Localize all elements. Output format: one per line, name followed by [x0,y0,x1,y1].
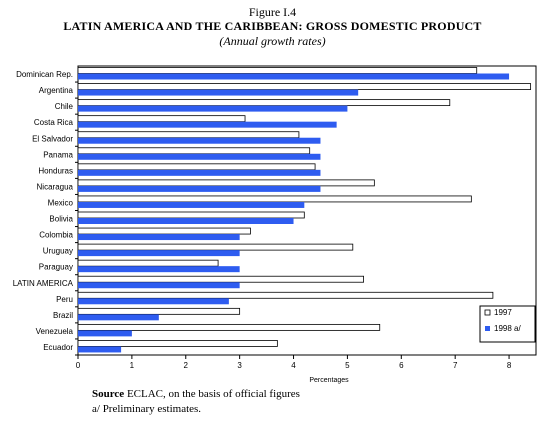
category-label-mexico: Mexico [48,198,74,207]
x-tick-label-2: 2 [184,361,189,370]
category-label-brazil: Brazil [53,311,73,320]
bar-1998-venezuela [78,330,132,337]
x-tick-label-4: 4 [291,361,296,370]
category-label-colombia: Colombia [39,231,73,240]
x-tick-label-1: 1 [130,361,135,370]
bar-1998-nicaragua [78,185,321,192]
bar-1997-chile [77,99,451,107]
bar-1997-brazil [77,307,241,315]
bar-1997-panama [77,147,311,155]
source-note: Source ECLAC, on the basis of official f… [92,388,300,400]
x-axis-label: Percentages [309,377,349,384]
bar-1997-ecuador [77,340,278,347]
bar-1998-dominican-rep [78,73,510,80]
bar-1997-paraguay [77,259,219,267]
category-label-argentina: Argentina [39,86,74,95]
bar-1998-argentina [78,89,359,96]
source-text: ECLAC, on the basis of official figures [124,388,300,400]
bar-1998-uruguay [78,250,240,257]
bar-1998-bolivia [78,218,294,224]
bar-1998-costa-rica [78,121,337,128]
x-tick-label-0: 0 [76,361,81,370]
category-label-venezuela: Venezuela [36,327,74,336]
source-label: Source [92,388,125,400]
bar-1997-honduras [77,163,316,171]
legend-swatch-1998-a [485,326,490,331]
bar-1997-nicaragua [77,179,375,187]
category-label-paraguay: Paraguay [39,263,73,272]
bar-1998-mexico [78,201,305,208]
bar-1997-uruguay [77,243,354,251]
category-label-costa-rica: Costa Rica [34,118,74,127]
category-label-bolivia: Bolivia [49,215,73,224]
bar-1998-paraguay [78,266,240,273]
figure-label: Figure I.4 [248,5,297,19]
category-label-nicaragua: Nicaragua [37,182,74,191]
bar-1998-peru [78,298,229,305]
bar-1997-colombia [77,227,251,235]
legend-swatch-1997 [484,309,491,316]
category-label-honduras: Honduras [38,166,73,175]
category-label-ecuador: Ecuador [43,343,73,352]
bar-1997-costa-rica [77,115,246,123]
bar-1997-venezuela [77,323,381,331]
bar-1997-argentina [77,83,532,90]
bar-1998-el-salvador [78,137,321,144]
category-label-chile: Chile [55,102,74,111]
category-label-uruguay: Uruguay [43,247,73,256]
bar-1997-el-salvador [77,131,300,139]
chart-title: LATIN AMERICA AND THE CARIBBEAN: GROSS D… [63,19,482,33]
preliminary-note: a/ Preliminary estimates. [92,403,202,415]
bar-1997-latin-america [77,275,364,283]
category-label-peru: Peru [56,295,73,304]
bar-1998-chile [78,105,348,112]
bar-1997-peru [77,291,494,299]
bar-1997-dominican-rep [77,67,478,74]
bar-1997-bolivia [77,211,305,219]
legend-label-1998-a: 1998 a/ [494,324,521,333]
x-tick-label-8: 8 [507,361,512,370]
bar-1998-panama [78,153,321,160]
legend-label-1997: 1997 [494,308,512,317]
x-tick-label-5: 5 [345,361,350,370]
bar-1998-honduras [78,169,321,176]
bar-1998-latin-america [78,282,240,289]
x-tick-label-6: 6 [399,361,404,370]
category-label-el-salvador: El Salvador [32,134,73,143]
category-label-panama: Panama [43,150,73,159]
bar-1998-ecuador [78,346,122,353]
x-tick-label-7: 7 [453,361,458,370]
bar-1997-mexico [77,195,472,203]
chart-subtitle: (Annual growth rates) [219,34,326,48]
category-label-latin-america: LATIN AMERICA [13,279,74,288]
bar-1998-brazil [78,314,159,321]
category-label-dominican-rep: Dominican Rep. [16,70,73,79]
bar-1998-colombia [78,234,240,241]
x-tick-label-3: 3 [237,361,242,370]
